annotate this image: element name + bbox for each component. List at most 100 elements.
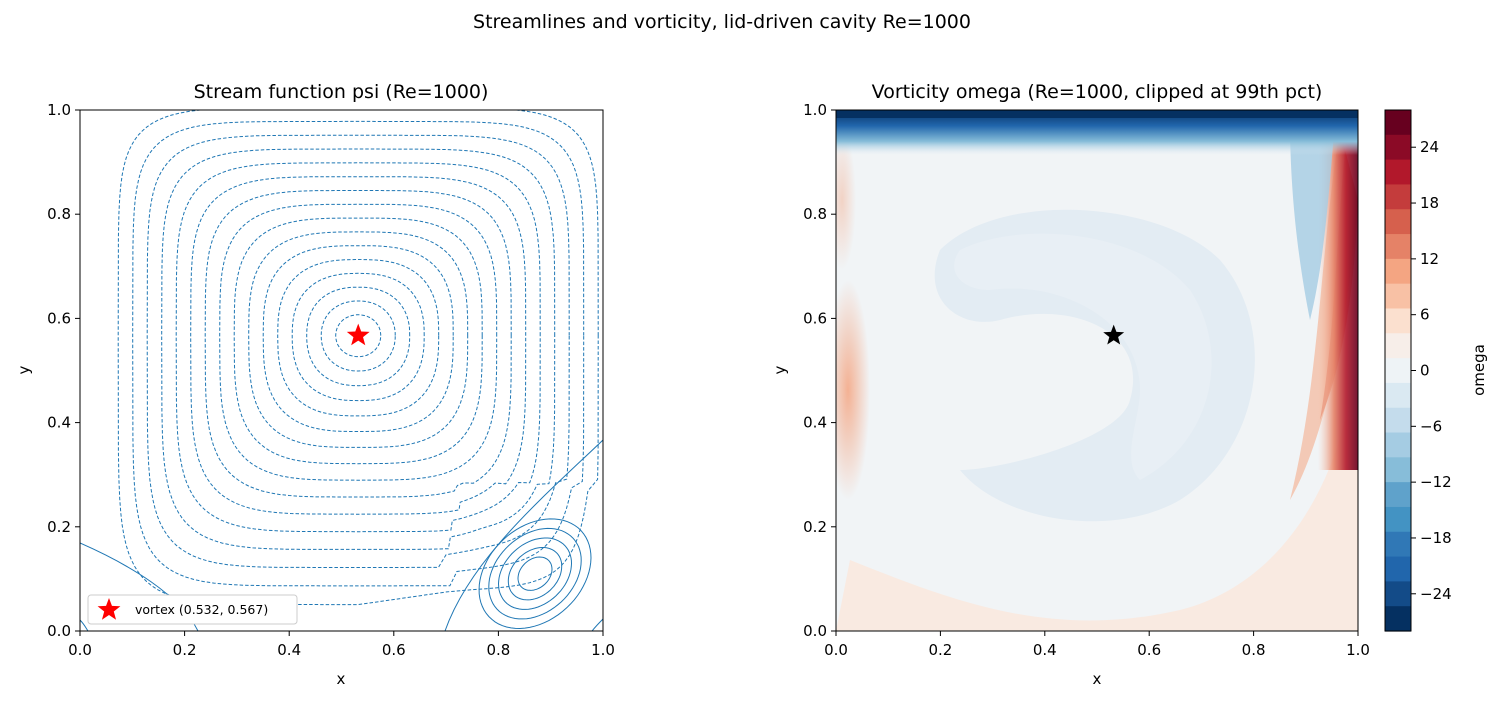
secondary-eddy-contour: [444, 439, 603, 631]
colorbar-level: [1385, 358, 1411, 384]
colorbar-tick-label: 12: [1420, 250, 1439, 268]
right-x-axis-label: x: [1093, 670, 1102, 688]
right-axis-ticks: 0.0 0.2 0.4 0.6 0.8 1.0 0.0 0.2 0.4 0.6 0.8 1.0: [803, 101, 1370, 659]
right-y-axis-label: y: [771, 365, 789, 374]
psi-contour-line: [291, 272, 425, 402]
psi-contour-line: [175, 162, 541, 533]
psi-contour-line: [277, 258, 440, 417]
left-panel-title: Stream function psi (Re=1000): [194, 81, 489, 103]
colorbar-tick-label: 6: [1420, 306, 1430, 324]
x-tick-label: 0.6: [1137, 641, 1161, 659]
secondary-eddy-contour: [478, 518, 592, 630]
psi-contour-line: [146, 134, 570, 569]
y-tick-label: 0.4: [47, 414, 71, 432]
x-tick-label: 0.8: [486, 641, 510, 659]
vorticity-panel: Vorticity omega (Re=1000, clipped at 99t…: [771, 81, 1488, 688]
left-axes-frame: [79, 109, 604, 632]
colorbar-level: [1385, 506, 1411, 533]
legend-label: vortex (0.532, 0.567): [135, 602, 268, 617]
y-tick-label: 0.6: [47, 309, 71, 327]
colorbar-level: [1385, 581, 1411, 607]
stream-function-panel: Stream function psi (Re=1000) vortex (0.…: [15, 81, 615, 688]
corner-eddy-contour: [591, 618, 603, 631]
psi-contour-line: [306, 286, 411, 387]
psi-contour-line: [335, 314, 382, 358]
colorbar-level: [1385, 556, 1411, 582]
psi-contour-line: [161, 148, 556, 550]
colorbar-level: [1385, 258, 1411, 285]
colorbar-tick-label: −12: [1420, 473, 1452, 491]
vorticity-inner-region: [954, 233, 1212, 480]
figure-suptitle: Streamlines and vorticity, lid-driven ca…: [473, 11, 971, 33]
psi-contour-line: [248, 231, 469, 448]
colorbar-level: [1385, 308, 1411, 334]
left-legend: vortex (0.532, 0.567): [87, 594, 298, 625]
psi-negative-contours: [117, 110, 599, 606]
y-tick-label: 0.8: [47, 205, 71, 223]
psi-contour-line: [219, 203, 498, 481]
colorbar-level: [1385, 606, 1411, 632]
y-tick-label: 0.0: [47, 622, 71, 640]
colorbar-tick-label: −24: [1420, 585, 1452, 603]
psi-contour-line: [190, 176, 527, 515]
colorbar-tick-label: −6: [1420, 417, 1442, 435]
colorbar-level: [1385, 110, 1411, 136]
psi-contour-line: [204, 189, 512, 498]
colorbar-level: [1385, 333, 1411, 359]
right-axes-frame: [835, 109, 1359, 632]
x-tick-label: 0.2: [928, 641, 952, 659]
colorbar-level: [1385, 382, 1411, 409]
vortex-star-marker: [346, 323, 370, 346]
colorbar-label: omega: [1470, 344, 1488, 396]
secondary-eddy-contour: [507, 547, 563, 601]
psi-contour-line: [262, 245, 454, 433]
x-tick-label: 0.0: [68, 641, 92, 659]
secondary-eddy-contour: [497, 537, 573, 610]
x-tick-label: 1.0: [1346, 641, 1370, 659]
left-x-axis-label: x: [337, 670, 346, 688]
colorbar-level: [1385, 407, 1411, 434]
left-axis-ticks: 0.0 0.2 0.4 0.6 0.8 1.0 0.0 0.2 0.4 0.6 0.8 1.0: [47, 101, 615, 659]
legend-star-icon: [97, 598, 121, 620]
colorbar-level: [1385, 159, 1411, 186]
y-tick-label: 0.2: [803, 518, 827, 536]
y-tick-label: 0.6: [803, 309, 827, 327]
y-tick-label: 1.0: [47, 101, 71, 119]
y-tick-label: 0.2: [47, 518, 71, 536]
colorbar-level: [1385, 482, 1411, 508]
y-tick-label: 0.8: [803, 205, 827, 223]
colorbar-level: [1385, 457, 1411, 483]
colorbar-level: [1385, 283, 1411, 310]
legend-box: [87, 594, 298, 625]
colorbar-level: [1385, 209, 1411, 235]
corner-eddy-contour: [80, 619, 89, 631]
x-tick-label: 0.2: [173, 641, 197, 659]
colorbar-level: [1385, 184, 1411, 210]
left-plot-area: [80, 110, 603, 631]
left-wall-positive-band: [836, 280, 870, 500]
x-tick-label: 0.6: [382, 641, 406, 659]
psi-contour-line: [233, 217, 483, 465]
colorbar-level: [1385, 134, 1411, 161]
x-tick-label: 0.4: [1033, 641, 1057, 659]
psi-contour-line: [132, 120, 585, 587]
secondary-eddy-contour: [517, 556, 553, 591]
colorbar-tick-label: 18: [1420, 194, 1439, 212]
y-tick-label: 0.0: [803, 622, 827, 640]
colorbar: 24 18 12 6 0 −6 −12 −18 −24: [1384, 109, 1452, 632]
vorticity-vortex-star: [1103, 324, 1125, 345]
colorbar-tick-label: −18: [1420, 529, 1452, 547]
colorbar-level: [1385, 234, 1411, 260]
vorticity-background: [836, 110, 1358, 631]
colorbar-level: [1385, 432, 1411, 458]
negative-tongue: [1290, 120, 1335, 320]
y-tick-label: 1.0: [803, 101, 827, 119]
right-plot-area: [836, 110, 1358, 631]
colorbar-tick-label: 0: [1420, 362, 1430, 380]
x-tick-label: 0.0: [824, 641, 848, 659]
secondary-eddy-contour: [488, 527, 582, 620]
x-tick-label: 1.0: [591, 641, 615, 659]
left-y-axis-label: y: [15, 365, 33, 374]
colorbar-tick-label: 24: [1420, 138, 1439, 156]
